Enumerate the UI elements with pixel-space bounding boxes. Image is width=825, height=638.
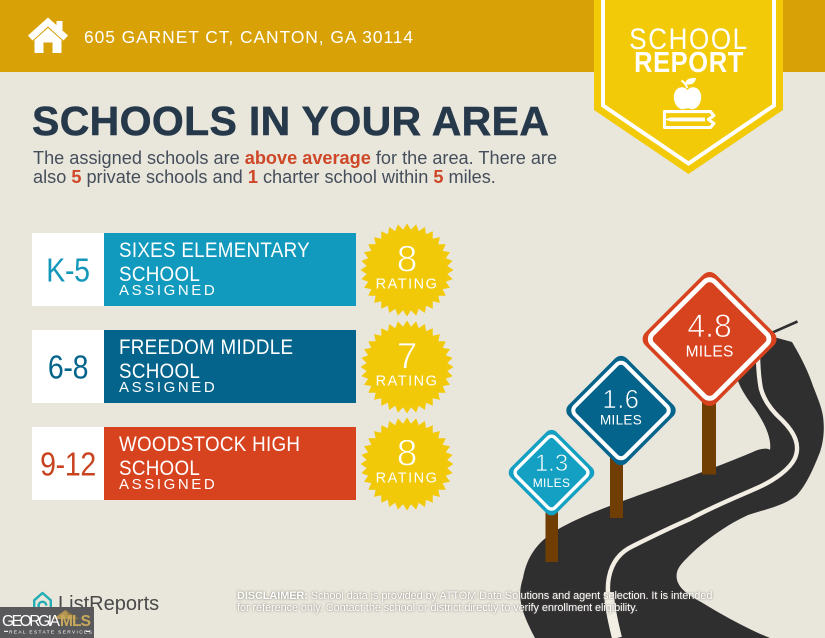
svg-text:GEORGIA: GEORGIA [2, 613, 61, 630]
svg-text:MLS: MLS [60, 613, 91, 630]
svg-text:RATING: RATING [376, 277, 439, 293]
svg-text:MILES: MILES [686, 344, 734, 361]
svg-text:7: 7 [397, 336, 418, 377]
svg-text:8: 8 [397, 239, 418, 280]
svg-text:MILES: MILES [600, 413, 642, 428]
svg-text:MILES: MILES [533, 476, 571, 490]
svg-text:1.6: 1.6 [603, 386, 640, 414]
svg-text:REAL ESTATE SERVICES: REAL ESTATE SERVICES [9, 630, 93, 636]
svg-text:RATING: RATING [376, 374, 439, 390]
svg-text:1.3: 1.3 [535, 450, 568, 477]
svg-text:RATING: RATING [376, 471, 439, 487]
svg-text:8: 8 [397, 433, 418, 474]
svg-text:4.8: 4.8 [687, 308, 731, 344]
